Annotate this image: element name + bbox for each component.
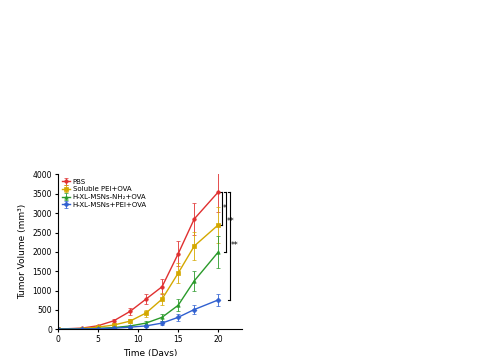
Y-axis label: Tumor Volume (mm³): Tumor Volume (mm³) (18, 204, 27, 299)
X-axis label: Time (Days): Time (Days) (123, 349, 177, 356)
Text: **: ** (227, 218, 234, 226)
Text: *: * (223, 204, 226, 213)
Text: **: ** (231, 241, 238, 250)
Legend: PBS, Soluble PEI+OVA, H-XL-MSNs-NH₂+OVA, H-XL-MSNs+PEI+OVA: PBS, Soluble PEI+OVA, H-XL-MSNs-NH₂+OVA,… (61, 178, 148, 209)
